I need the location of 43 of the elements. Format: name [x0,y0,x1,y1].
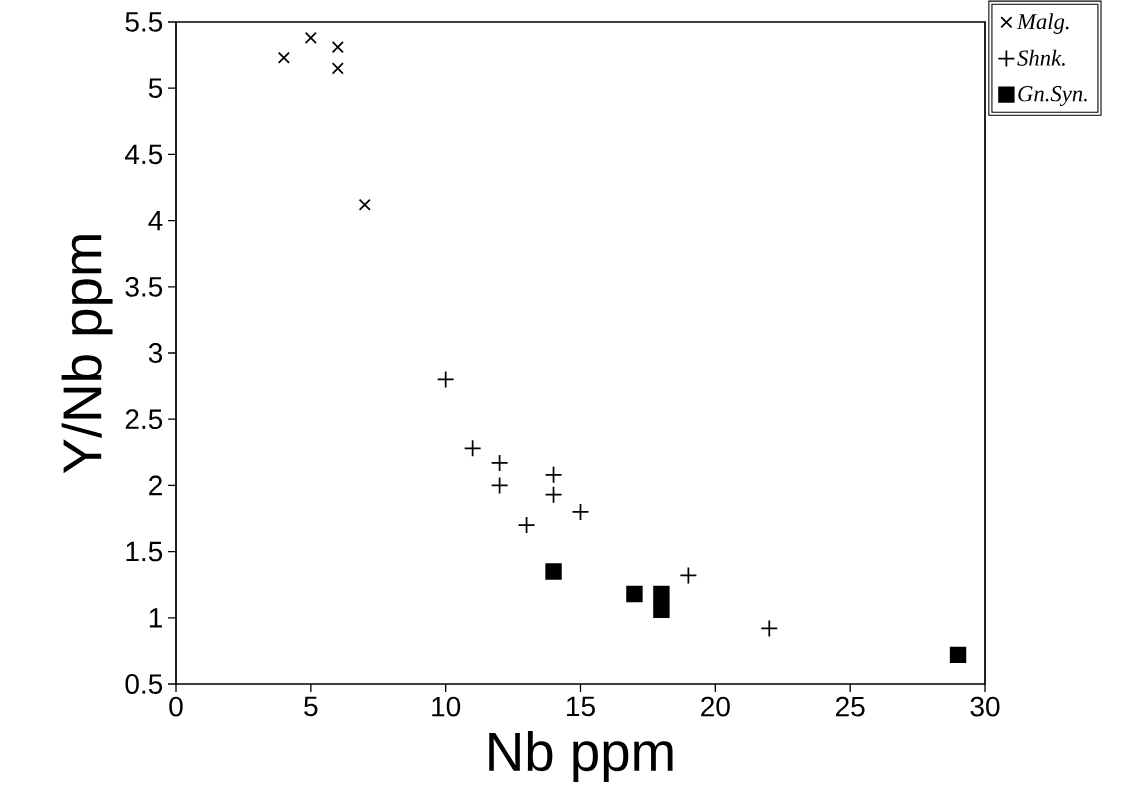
legend-label: Gn.Syn. [1018,86,1087,107]
x-tick-label: 0 [169,696,183,717]
point [545,563,562,580]
y-tick-label: 2.5 [125,409,163,430]
point [760,619,779,638]
point [331,41,344,54]
x-axis-title: Nb ppm [489,731,673,782]
y-tick-label: 4.5 [125,144,163,165]
point [949,646,967,664]
x-tick-label: 5 [304,696,318,717]
y-tick-label: 1.5 [126,541,163,562]
point [277,51,290,64]
y-tick-label: 2 [149,475,162,496]
point [679,566,698,585]
y-axis-title: Y/Nb ppm [61,235,113,474]
legend-label: Malg. [1016,13,1069,34]
y-tick-label: 4 [148,210,163,231]
y-tick-label: 1 [149,608,162,628]
x-tick-label: 10 [432,696,461,717]
point [331,62,344,75]
point [626,585,643,603]
y-tick-label: 5 [148,78,163,98]
point [544,485,563,504]
y-tick-label: 5.5 [125,12,163,32]
x-tick-label: 25 [836,696,865,717]
point [490,454,509,472]
point [571,503,590,521]
point [463,439,482,458]
x-tick-label: 15 [567,696,595,717]
point [304,31,317,44]
point [544,465,563,484]
legend-label: Shnk. [1017,49,1065,66]
x-tick-label: 30 [970,696,1000,717]
point [653,585,670,603]
x-tick-label: 20 [701,696,730,717]
point [358,198,371,211]
point [490,476,509,495]
point [653,601,670,619]
y-tick-label: 3.5 [125,276,163,297]
y-tick-label: 0.5 [125,674,163,694]
point [436,370,455,389]
point [517,516,536,534]
y-tick-label: 3 [148,343,163,363]
